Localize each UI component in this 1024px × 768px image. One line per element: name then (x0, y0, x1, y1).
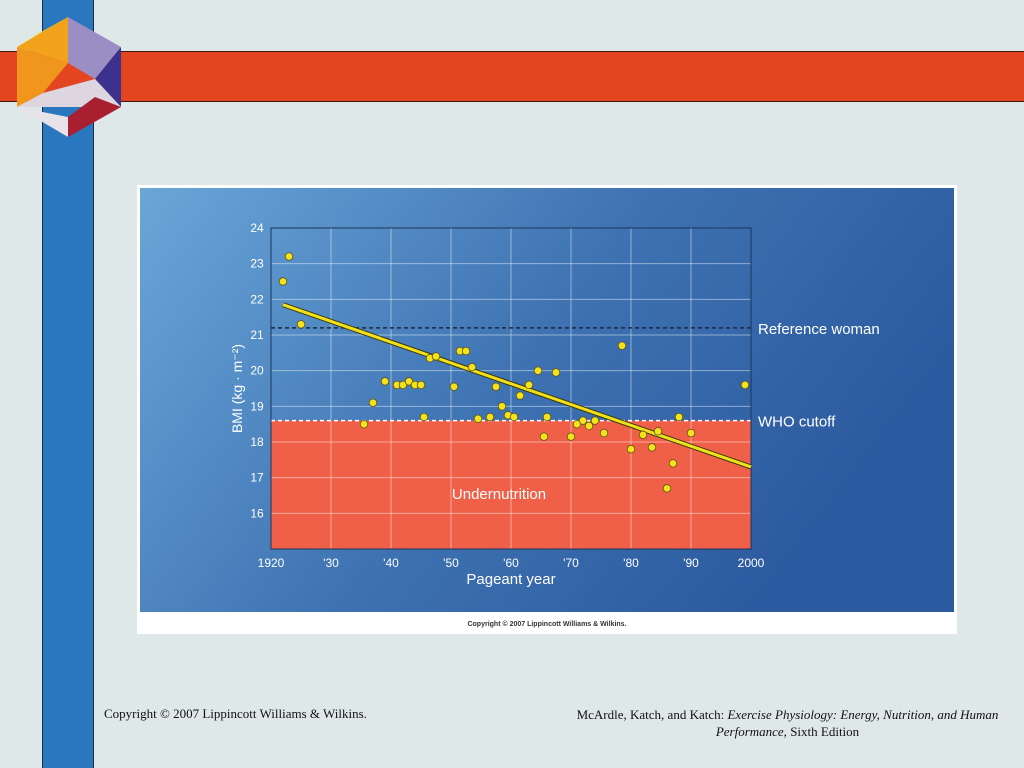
data-point (626, 444, 636, 454)
data-point (278, 277, 288, 286)
data-point (662, 484, 672, 493)
data-point (368, 398, 378, 407)
data-point (551, 368, 561, 377)
y-tick-label: 19 (250, 399, 264, 413)
data-point (740, 380, 750, 390)
x-tick-label: 2000 (738, 556, 765, 570)
x-tick-label: '70 (563, 556, 579, 570)
data-point (617, 341, 627, 350)
data-point (467, 362, 477, 372)
data-point (473, 414, 483, 424)
data-point (296, 320, 306, 329)
data-point (578, 416, 588, 425)
y-tick-label: 22 (250, 292, 264, 306)
data-point (419, 412, 429, 422)
figure-frame: 1920'30'40'50'60'70'80'90 2000 16 17 18 19 20 2… (137, 185, 957, 634)
x-tick-label: '50 (443, 556, 459, 570)
x-tick-label: '90 (683, 556, 699, 570)
x-tick-label: 1920 (258, 556, 285, 570)
y-axis-label: BMI (kg · m⁻²) (229, 344, 245, 433)
y-tick-label: 20 (250, 364, 264, 378)
cube-logo-icon (17, 17, 121, 137)
data-point (431, 352, 441, 361)
data-point (524, 380, 534, 390)
data-point (584, 421, 594, 431)
data-point (542, 412, 552, 422)
data-point (590, 416, 600, 425)
data-point (668, 459, 678, 468)
data-point (491, 382, 501, 391)
data-point (674, 412, 684, 422)
x-tick-label: '80 (623, 556, 639, 570)
data-point (509, 412, 519, 422)
citation-title: Exercise Physiology: Energy, Nutrition, … (715, 707, 999, 739)
data-point (653, 427, 663, 436)
who-cutoff-label: WHO cutoff (758, 414, 836, 431)
data-point (359, 419, 369, 429)
figure-copyright: Copyright © 2007 Lippincott Williams & W… (467, 621, 627, 628)
top-accent-band (0, 51, 1024, 102)
data-point (638, 430, 648, 440)
data-point (284, 252, 294, 261)
y-tick-label: 24 (250, 221, 264, 235)
data-point (497, 402, 507, 411)
data-point (485, 412, 495, 422)
bmi-chart: 1920'30'40'50'60'70'80'90 200016171819202… (140, 188, 954, 612)
footer-copyright: Copyright © 2007 Lippincott Williams & W… (104, 706, 367, 721)
undernutrition-zone (271, 420, 751, 549)
x-tick-label: '40 (383, 556, 399, 570)
plot-frame (270, 227, 752, 550)
y-tick-label: 23 (250, 257, 264, 271)
trend-line (282, 303, 752, 469)
footer-citation: McArdle, Katch, and Katch: Exercise Phys… (560, 706, 1015, 740)
y-tick-label: 16 (250, 506, 264, 520)
data-point (686, 428, 696, 438)
zone-label: Undernutrition (452, 486, 546, 503)
y-tick-label: 18 (250, 435, 264, 449)
reference-woman-label: Reference woman (758, 321, 880, 338)
data-point (533, 366, 543, 375)
citation-authors: McArdle, Katch, and Katch: (576, 707, 728, 722)
y-tick-label: 21 (250, 328, 264, 342)
x-tick-label: '30 (323, 556, 339, 570)
x-tick-label: '60 (503, 556, 519, 570)
citation-edition: Sixth Edition (786, 724, 860, 739)
data-point (566, 432, 576, 441)
data-point (380, 377, 390, 386)
data-point (461, 346, 471, 356)
data-point (515, 391, 525, 400)
y-tick-label: 17 (250, 471, 264, 485)
data-point (416, 380, 426, 390)
x-axis-label: Pageant year (466, 571, 555, 588)
data-point (599, 428, 609, 438)
data-point (539, 432, 549, 441)
data-point (449, 382, 459, 391)
data-point (647, 443, 657, 452)
